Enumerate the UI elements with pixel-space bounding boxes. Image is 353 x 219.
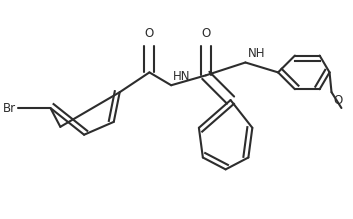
Text: HN: HN (173, 70, 191, 83)
Text: O: O (334, 94, 343, 107)
Text: Br: Br (3, 102, 16, 115)
Text: O: O (145, 27, 154, 40)
Text: NH: NH (247, 46, 265, 60)
Text: O: O (201, 27, 210, 40)
